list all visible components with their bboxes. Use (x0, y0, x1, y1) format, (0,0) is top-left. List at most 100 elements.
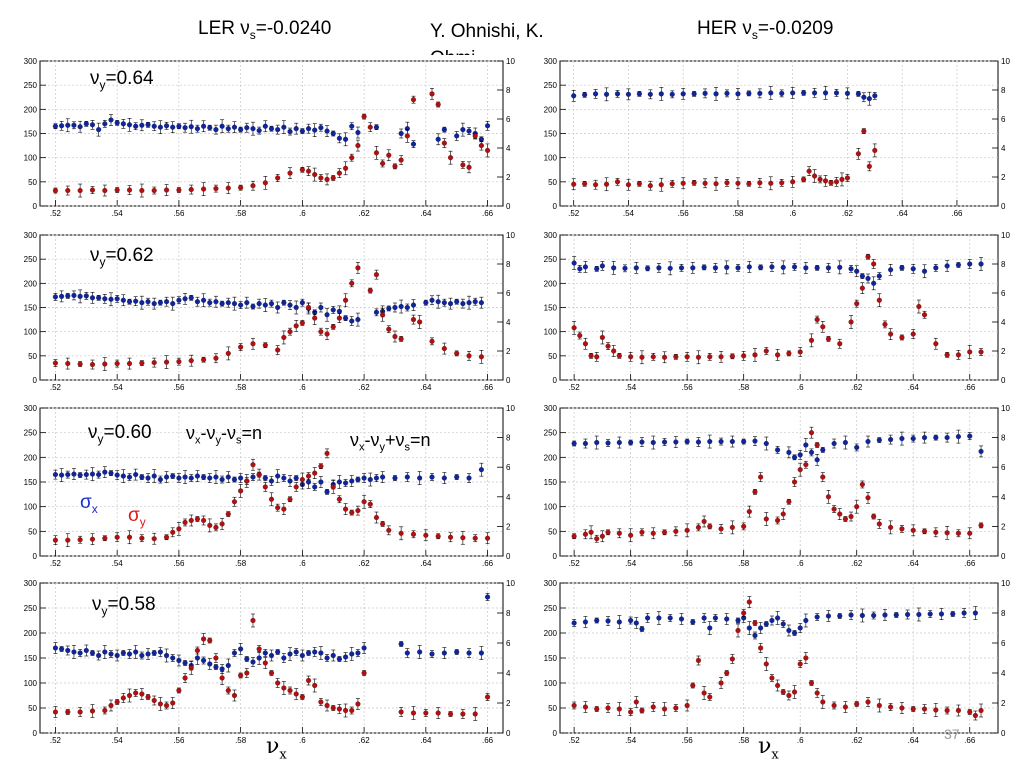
point-sigma-x (324, 655, 330, 661)
y-tick-label: 200 (544, 629, 558, 638)
point-sigma-y (611, 348, 617, 354)
point-sigma-y (758, 474, 764, 480)
x-tick-label: .56 (173, 736, 185, 745)
point-sigma-x (859, 612, 865, 619)
y2-tick-label: 8 (1001, 434, 1006, 443)
point-sigma-x (349, 318, 355, 324)
point-sigma-x (59, 472, 65, 478)
x-tick-label: .64 (897, 209, 909, 218)
point-sigma-y (324, 702, 330, 709)
point-sigma-y (472, 133, 478, 139)
chart-svg-ler-064: .52.54.56.58.6.62.64.6605010015020025030… (24, 57, 516, 218)
point-sigma-x (343, 136, 349, 142)
x-tick-label: .62 (851, 383, 863, 392)
x-tick-label: .66 (482, 736, 494, 745)
point-sigma-x (268, 652, 275, 659)
point-sigma-x (219, 301, 225, 307)
point-sigma-y (275, 680, 281, 686)
point-sigma-y (757, 180, 763, 186)
point-sigma-x (293, 649, 299, 655)
point-sigma-y (312, 470, 318, 476)
point-sigma-y (812, 173, 818, 179)
point-sigma-x (231, 301, 238, 307)
x-tick-label: .56 (682, 383, 694, 392)
point-sigma-y (361, 670, 367, 676)
y2-tick-label: 0 (1001, 202, 1006, 211)
point-sigma-y (188, 187, 194, 193)
point-sigma-y (854, 301, 860, 307)
x-tick-label: .66 (964, 383, 976, 392)
point-sigma-x (96, 472, 102, 478)
point-sigma-y (701, 518, 707, 525)
point-sigma-y (797, 661, 803, 667)
point-sigma-x (478, 650, 484, 656)
point-sigma-x (865, 275, 871, 282)
point-sigma-x (157, 476, 163, 483)
point-sigma-y (293, 691, 299, 697)
point-sigma-y (594, 354, 600, 360)
point-sigma-y (343, 297, 349, 303)
point-sigma-y (786, 350, 792, 356)
point-sigma-x (803, 442, 809, 448)
y2-tick-label: 8 (1001, 86, 1006, 95)
point-sigma-x (769, 617, 775, 624)
point-sigma-x (120, 473, 126, 479)
point-sigma-x (695, 439, 702, 445)
point-sigma-x (639, 439, 645, 445)
point-sigma-x (71, 471, 77, 477)
point-sigma-y (758, 645, 764, 651)
chart-panel-ler-060: .52.54.56.58.6.62.64.66 0 50 100 150 200 250 30… (10, 402, 525, 570)
point-sigma-x (336, 135, 342, 141)
point-sigma-x (336, 479, 342, 485)
point-sigma-x (837, 613, 843, 619)
point-sigma-y (164, 534, 170, 540)
point-sigma-y (318, 329, 324, 335)
point-sigma-y (571, 533, 577, 539)
point-sigma-x (701, 615, 707, 621)
y2-tick-label: 10 (506, 57, 515, 66)
point-sigma-y (225, 687, 231, 694)
point-sigma-x (225, 662, 231, 669)
point-sigma-x (454, 133, 460, 139)
point-sigma-y (724, 180, 730, 186)
y2-tick-label: 10 (1001, 57, 1010, 66)
point-sigma-y (944, 352, 950, 358)
point-sigma-y (367, 501, 373, 507)
x-tick-label: .52 (569, 559, 581, 568)
point-sigma-y (485, 535, 491, 541)
point-sigma-x (194, 299, 200, 305)
point-sigma-y (599, 334, 605, 341)
point-sigma-y (429, 91, 435, 97)
point-sigma-y (194, 647, 200, 654)
point-sigma-y (287, 496, 293, 502)
y-tick-label: 300 (544, 231, 558, 240)
point-sigma-y (718, 354, 724, 360)
point-sigma-y (225, 185, 231, 191)
point-sigma-y (814, 690, 820, 696)
point-sigma-y (65, 361, 71, 367)
x-tick-label: .64 (420, 209, 432, 218)
ler-title: LER νs=-0.0240 (198, 18, 332, 42)
y-tick-label: 200 (544, 105, 558, 114)
point-sigma-y (741, 353, 747, 359)
point-sigma-y (423, 710, 429, 716)
point-sigma-x (330, 652, 336, 659)
point-sigma-x (145, 651, 151, 657)
point-sigma-x (293, 475, 299, 481)
point-sigma-x (373, 475, 379, 481)
y2-tick-label: 8 (1001, 609, 1006, 618)
x-tick-label: .64 (908, 559, 920, 568)
point-sigma-x (447, 301, 454, 307)
point-sigma-x (605, 440, 611, 446)
point-sigma-y (899, 526, 905, 532)
page-number: 37 (944, 726, 960, 742)
y-tick-label: 0 (553, 376, 558, 385)
point-sigma-x (238, 302, 244, 308)
y2-tick-label: 6 (506, 463, 511, 472)
y-tick-label: 50 (28, 527, 37, 536)
point-sigma-x (429, 297, 435, 303)
point-sigma-y (791, 689, 798, 695)
point-sigma-x (293, 126, 299, 132)
point-sigma-y (472, 535, 478, 541)
point-sigma-x (151, 123, 157, 129)
